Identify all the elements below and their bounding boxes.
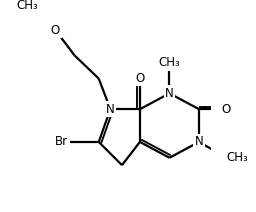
Text: O: O xyxy=(135,72,145,85)
Text: CH₃: CH₃ xyxy=(227,151,248,164)
Text: O: O xyxy=(51,24,60,36)
Text: Br: Br xyxy=(55,135,68,148)
Text: N: N xyxy=(195,135,204,148)
Text: CH₃: CH₃ xyxy=(17,0,39,12)
Text: O: O xyxy=(222,103,231,116)
Text: CH₃: CH₃ xyxy=(159,56,180,69)
Text: N: N xyxy=(106,103,115,116)
Text: N: N xyxy=(165,87,174,100)
